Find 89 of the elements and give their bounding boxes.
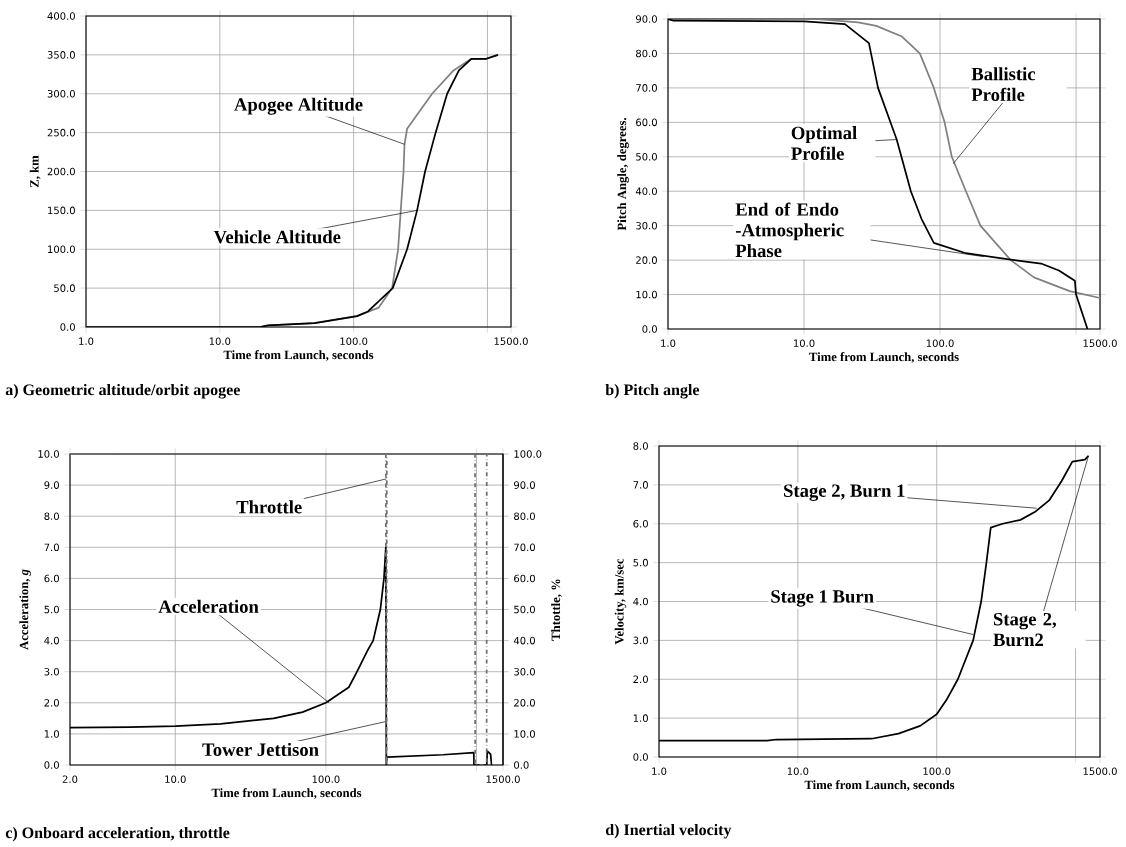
y-tick-label: 6.0 [44, 574, 59, 583]
x-tick-label: 100.0 [312, 775, 340, 783]
y-tick-label: 250.0 [47, 128, 75, 137]
y-tick-label: 2.0 [633, 675, 648, 684]
x-tick-label: 1.0 [661, 339, 676, 347]
y-tick-label: 350.0 [47, 51, 75, 59]
x-axis-title: Time from Launch, seconds [809, 352, 959, 364]
x-tick-label: 1500.0 [486, 775, 520, 783]
annotation: Throttle [236, 500, 302, 514]
x-tick-label: 100.0 [340, 337, 368, 345]
annotation: Apogee Altitude [234, 97, 363, 115]
y-tick-label: 80.0 [636, 49, 657, 58]
x-axis-title: Time from Launch, seconds [804, 780, 955, 792]
y-tick-label: 6.0 [633, 519, 648, 528]
y2-tick-label: 90.0 [514, 481, 535, 489]
text: a) Geometric altitude/orbit apogee [5, 383, 240, 399]
y-tick-label: 3.0 [633, 636, 648, 645]
y2-axis-title: Thtottle, % [551, 579, 562, 641]
y2-tick-label: 20.0 [514, 699, 535, 707]
y-axis-title: Pitch Angle, degrees. [617, 118, 629, 231]
y-tick-label: 8.0 [44, 512, 59, 520]
y-axis-title: Velocity, km/sec [614, 558, 627, 645]
annotation: Ballistic Profile [971, 67, 1036, 102]
y-tick-label: 0.0 [633, 753, 648, 761]
x-tick-label: 1500.0 [1083, 767, 1117, 775]
y2-tick-label: 50.0 [514, 605, 535, 614]
y-tick-label: 300.0 [47, 89, 75, 98]
annotation: End of Endo -Atmospheric Phase [735, 202, 844, 258]
y-tick-label: 0.0 [44, 761, 59, 769]
y-tick-label: 40.0 [635, 187, 657, 196]
y-tick-label: 70.0 [636, 84, 657, 92]
y-tick-label: 7.0 [633, 481, 648, 489]
y2-tick-label: 30.0 [514, 667, 535, 676]
text: b) Pitch angle [605, 383, 700, 399]
y2-tick-label: 0.0 [514, 761, 529, 769]
y-tick-label: 5.0 [44, 605, 59, 614]
y-tick-label: 60.0 [636, 118, 657, 127]
x-tick-label: 1.0 [652, 767, 667, 775]
annotation: Stage 2, Burn2 [993, 612, 1056, 647]
y-tick-label: 400.0 [47, 12, 75, 20]
y-tick-label: 2.0 [44, 699, 59, 707]
y-tick-label: 3.0 [44, 667, 59, 676]
text: d) Inertial velocity [605, 823, 732, 839]
annotation: Vehicle Altitude [213, 230, 341, 244]
y2-tick-label: 70.0 [514, 543, 535, 552]
x-tick-label: 10.0 [787, 767, 809, 775]
y-tick-label: 0.0 [60, 323, 75, 331]
annotation: Stage 1 Burn [771, 590, 874, 607]
y-tick-label: 200.0 [47, 167, 75, 176]
x-axis-title: Time from Launch, seconds [223, 350, 374, 362]
y-tick-label: 50.0 [636, 153, 657, 161]
x-tick-label: 1.0 [79, 337, 94, 345]
y2-tick-label: 100.0 [514, 450, 542, 458]
x-tick-label: 1500.0 [494, 337, 528, 345]
y2-tick-label: 60.0 [514, 574, 535, 583]
y2-tick-label: 80.0 [514, 512, 535, 520]
y-tick-label: 9.0 [44, 481, 59, 489]
y-tick-label: 4.0 [633, 597, 648, 606]
x-tick-label: 100.0 [926, 339, 954, 347]
y-tick-label: 0.0 [642, 325, 657, 333]
x-tick-label: 10.0 [209, 337, 231, 345]
y-tick-label: 5.0 [633, 558, 648, 567]
y-axis-title: Acceleration, g [19, 569, 31, 650]
annotation: Acceleration [158, 599, 259, 613]
x-axis-title: Time from Launch, seconds [211, 788, 362, 800]
y-tick-label: 1.0 [633, 714, 648, 722]
y-tick-label: 100.0 [48, 245, 75, 254]
text: c) Onboard acceleration, throttle [5, 826, 230, 842]
x-tick-label: 10.0 [165, 775, 186, 783]
y2-tick-label: 40.0 [513, 636, 535, 645]
annotation: Stage 2, Burn 1 [784, 484, 905, 501]
y-tick-label: 1.0 [44, 730, 59, 738]
y2-tick-label: 10.0 [514, 730, 535, 738]
y-tick-label: 7.0 [44, 543, 59, 552]
y-tick-label: 10.0 [38, 450, 59, 458]
y-tick-label: 20.0 [636, 256, 657, 264]
x-tick-label: 100.0 [923, 767, 951, 775]
x-tick-label: 1500.0 [1083, 339, 1117, 347]
y-tick-label: 10.0 [636, 290, 657, 299]
y-tick-label: 8.0 [633, 442, 648, 450]
annotation: Tower Jettison [202, 742, 319, 757]
y-tick-label: 90.0 [635, 15, 657, 23]
y-tick-label: 4.0 [44, 636, 59, 645]
y-axis-title: Z, km [29, 155, 41, 188]
y-tick-label: 30.0 [636, 221, 657, 230]
annotation: Optimal Profile [791, 126, 857, 160]
y-tick-label: 50.0 [54, 284, 75, 292]
x-tick-label: 10.0 [794, 339, 815, 347]
y-tick-label: 150.0 [48, 206, 75, 215]
